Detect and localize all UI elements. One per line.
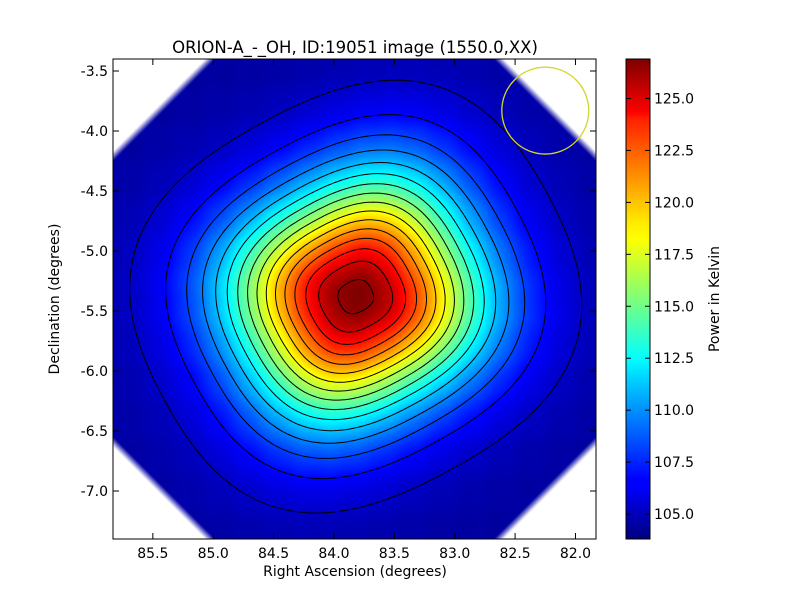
x-tick-label: 83.5 [379,546,410,562]
heatmap-image [113,59,596,539]
x-tick-label: 83.0 [439,546,470,562]
x-tick-label: 84.0 [318,546,349,562]
colorbar-tick-label: 125.0 [654,91,694,107]
colorbar-tick-label: 122.5 [654,143,694,159]
y-tick-label: -6.5 [81,424,108,440]
contour-line [129,79,583,514]
y-tick-label: -6.0 [81,364,108,380]
colorbar-tick-label: 110.0 [654,403,694,419]
beam-circle [501,66,590,155]
colorbar-tick-label: 105.0 [654,507,694,523]
y-tick-label: -3.5 [81,64,108,80]
y-tick-label: -7.0 [81,484,108,500]
y-tick-label: -5.0 [81,244,108,260]
contour-line [318,260,394,333]
colorbar-tick-label: 107.5 [654,455,694,471]
contour-line [337,279,375,315]
x-tick-label: 85.5 [137,546,168,562]
x-tick-label: 84.5 [258,546,289,562]
contour-lines [129,79,583,514]
colorbar-tick-label: 115.0 [654,299,694,315]
contour-line [256,201,455,392]
contour-line [165,114,547,480]
contour-line [275,219,437,374]
colorbar-ticks: 105.0 107.5 110.0 112.5 115.0 117.5 120.0 122.5… [626,91,694,523]
contour-line [186,134,526,459]
colorbar-tick-label: 117.5 [654,247,694,263]
contour-line [247,192,465,401]
contour-line [215,161,497,432]
x-tick-label: 85.0 [198,546,229,562]
x-axis-ticks: 85.5 85.0 84.5 84.0 83.5 83.0 82.5 82.0 [137,59,591,562]
chart-title: ORION-A_-_OH, ID:19051 image (1550.0,XX) [172,38,538,58]
colorbar-label: Power in Kelvin [707,246,723,352]
x-axis-label: Right Ascension (degrees) [263,564,447,580]
y-tick-label: -4.5 [81,184,108,200]
colorbar-frame [625,58,651,540]
contour-line [202,149,510,444]
y-tick-label: -5.5 [81,304,108,320]
contour-line [226,173,485,421]
y-axis-label: Declination (degrees) [47,224,63,375]
contour-line [265,210,446,383]
plot-frame [112,58,597,540]
colorbar-gradient [626,59,650,539]
colorbar-tick-label: 120.0 [654,195,694,211]
y-tick-label: -4.0 [81,124,108,140]
contour-line [294,237,417,356]
contour-line [305,248,407,345]
colorbar-tick-label: 112.5 [654,351,694,367]
contour-line [284,228,427,365]
contour-line [237,183,475,411]
plot-area [112,58,597,540]
colorbar: 105.0 107.5 110.0 112.5 115.0 117.5 120.0 122.5… [625,58,723,540]
x-tick-label: 82.5 [500,546,531,562]
y-axis-ticks: -3.5 -4.0 -4.5 -5.0 -5.5 -6.0 -6.5 -7.0 [81,64,596,500]
x-tick-label: 82.0 [560,546,591,562]
